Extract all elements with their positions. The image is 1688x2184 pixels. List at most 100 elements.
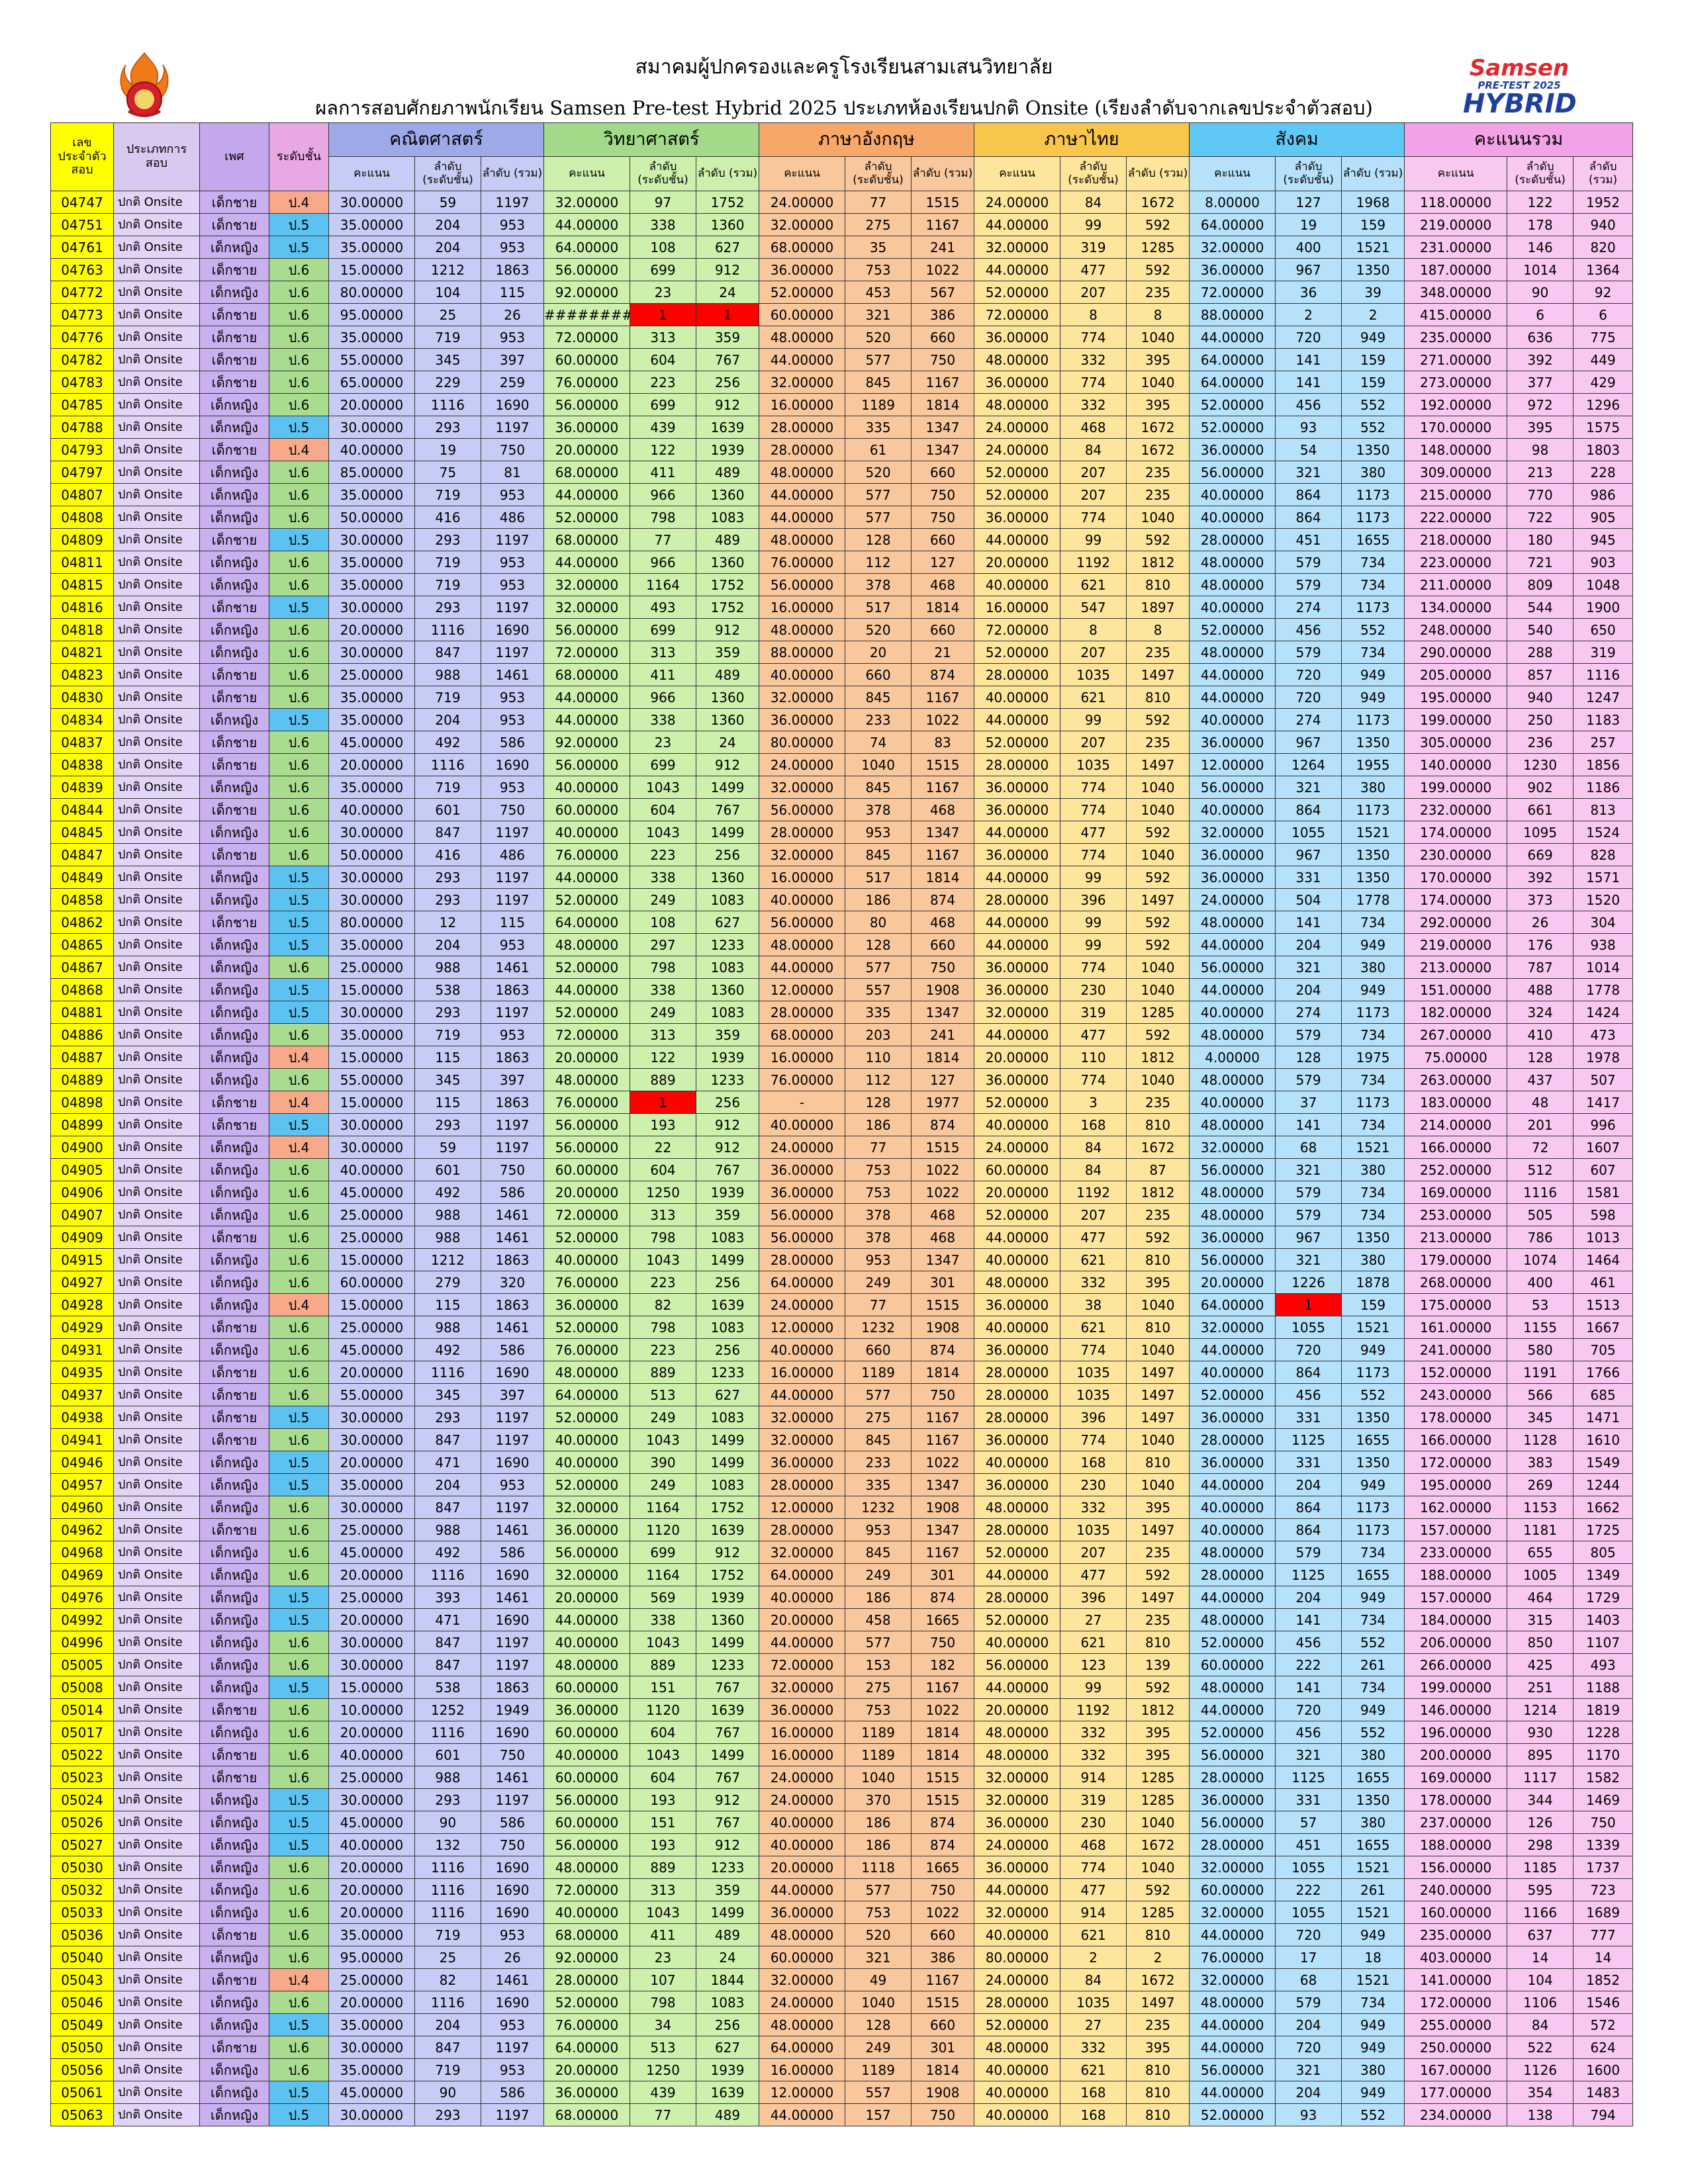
- cell: 52.00000: [974, 1608, 1061, 1631]
- cell: 845: [845, 1428, 912, 1451]
- cell: 1908: [911, 1316, 975, 1339]
- student-row: 04823 ปกติ Onsite เด็กชาย ป.6 25.00000 988 146…: [50, 663, 1634, 686]
- cell: 55.00000: [328, 1068, 415, 1091]
- student-row: 05005 ปกติ Onsite เด็กหญิง ป.6 30.00000 847 11…: [50, 1653, 1634, 1676]
- cell: 04905: [50, 1158, 114, 1181]
- cell: 996: [1573, 1113, 1634, 1136]
- cell: 1083: [696, 506, 760, 529]
- cell: 359: [696, 641, 760, 664]
- cell: 04907: [50, 1203, 114, 1226]
- cell: 699: [630, 753, 697, 776]
- cell: ปกติ Onsite: [113, 1541, 200, 1564]
- cell: 40.00000: [1189, 708, 1276, 731]
- cell: 186: [845, 1586, 912, 1609]
- cell: 750: [911, 1631, 975, 1654]
- cell: ป.6: [269, 371, 329, 394]
- cell: 45.00000: [328, 731, 415, 754]
- cell: 1497: [1126, 1361, 1190, 1384]
- cell: ปกติ Onsite: [113, 1136, 200, 1159]
- cell: 141: [1275, 1608, 1342, 1631]
- cell: 1939: [696, 438, 760, 461]
- cell: 20.00000: [328, 1721, 415, 1744]
- cell: 219.00000: [1404, 933, 1508, 956]
- cell: เด็กชาย: [199, 798, 269, 821]
- cell: 88.00000: [1189, 303, 1276, 326]
- cell: 05061: [50, 2081, 114, 2104]
- cell: 1043: [630, 1428, 697, 1451]
- cell: 05032: [50, 1878, 114, 1901]
- cell: 972: [1507, 393, 1574, 416]
- cell: 25.00000: [328, 1203, 415, 1226]
- cell: 23: [630, 731, 697, 754]
- cell: 1043: [630, 776, 697, 799]
- cell: 52.00000: [543, 1991, 631, 2014]
- cell: 321: [845, 1946, 912, 1969]
- cell: 1360: [696, 483, 760, 506]
- cell: เด็กชาย: [199, 438, 269, 461]
- cell: 557: [845, 2081, 912, 2104]
- cell: 293: [414, 866, 481, 889]
- cell: 386: [911, 303, 975, 326]
- cell: ปกติ Onsite: [113, 821, 200, 844]
- cell: 44.00000: [1189, 1923, 1276, 1946]
- cell: 64.00000: [1189, 213, 1276, 236]
- cell: 249: [630, 888, 697, 911]
- cell: 40.00000: [974, 2058, 1061, 2081]
- cell: 20.00000: [328, 1608, 415, 1631]
- cell: 988: [414, 1518, 481, 1541]
- student-row: 04946 ปกติ Onsite เด็กหญิง ป.5 20.00000 471 16…: [50, 1451, 1634, 1474]
- cell: 44.00000: [543, 483, 631, 506]
- student-row: 04889 ปกติ Onsite เด็กหญิง ป.6 55.00000 345 39…: [50, 1068, 1634, 1091]
- cell: 1040: [1126, 1068, 1190, 1091]
- cell: ป.6: [269, 1901, 329, 1924]
- cell: 810: [1126, 1113, 1190, 1136]
- cell: 1814: [911, 596, 975, 619]
- cell: 321: [1275, 1158, 1342, 1181]
- cell: 1863: [480, 1676, 545, 1699]
- cell: 04815: [50, 573, 114, 596]
- cell: 20.00000: [974, 1046, 1061, 1069]
- cell: 1499: [696, 1901, 760, 1924]
- cell: 1013: [1573, 1226, 1634, 1249]
- cell: เด็กหญิง: [199, 1653, 269, 1676]
- cell: 16.00000: [759, 866, 846, 889]
- cell: 1461: [480, 1518, 545, 1541]
- cell: 395: [1126, 393, 1190, 416]
- cell: 52.00000: [543, 506, 631, 529]
- cell: 734: [1341, 1991, 1405, 2014]
- cell: 174.00000: [1404, 888, 1508, 911]
- cell: 577: [845, 1878, 912, 1901]
- student-row: 05026 ปกติ Onsite เด็กหญิง ป.5 45.00000 90 586…: [50, 1811, 1634, 1834]
- cell: 107: [630, 1968, 697, 1991]
- cell: ป.5: [269, 1406, 329, 1429]
- cell: 36.00000: [974, 1473, 1061, 1496]
- cell: 1120: [630, 1518, 697, 1541]
- cell: 774: [1060, 956, 1127, 979]
- cell: 293: [414, 1001, 481, 1024]
- cell: 1233: [696, 1068, 760, 1091]
- cell: 988: [414, 663, 481, 686]
- cell: 1360: [696, 866, 760, 889]
- cell: 36.00000: [1189, 1226, 1276, 1249]
- cell: เด็กหญิง: [199, 888, 269, 911]
- cell: 949: [1341, 1473, 1405, 1496]
- cell: 1116: [414, 1721, 481, 1744]
- cell: 293: [414, 416, 481, 439]
- cell: ป.4: [269, 1293, 329, 1316]
- cell: ปกติ Onsite: [113, 1878, 200, 1901]
- cell: 912: [696, 1788, 760, 1811]
- cell: 44.00000: [974, 1563, 1061, 1586]
- cell: 68.00000: [543, 2103, 631, 2126]
- cell: เด็กหญิง: [199, 461, 269, 484]
- cell: 719: [414, 1023, 481, 1046]
- cell: 52.00000: [974, 1541, 1061, 1564]
- cell: 04858: [50, 888, 114, 911]
- cell: 04830: [50, 686, 114, 709]
- cell: 76.00000: [543, 371, 631, 394]
- cell: 235.00000: [1404, 1923, 1508, 1946]
- cell: 235: [1126, 1608, 1190, 1631]
- cell: 1803: [1573, 438, 1634, 461]
- cell: 159: [1341, 213, 1405, 236]
- cell: 81: [480, 461, 545, 484]
- cell: 32.00000: [759, 1968, 846, 1991]
